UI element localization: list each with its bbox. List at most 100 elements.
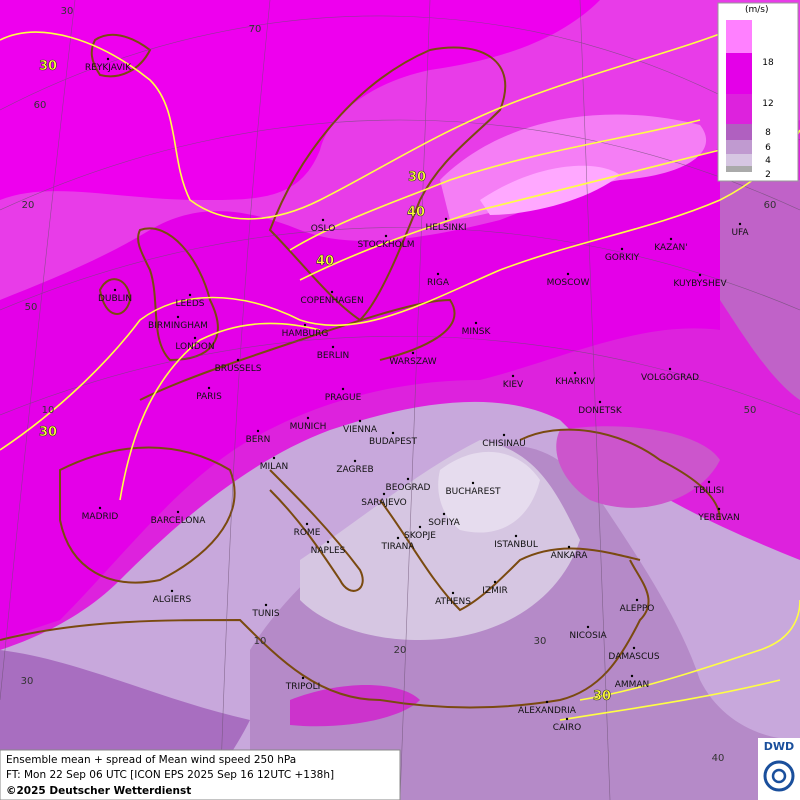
city-dot — [264, 603, 268, 607]
city-dot — [573, 371, 577, 375]
city-dot — [382, 492, 386, 496]
city-label: NAPLES — [311, 546, 346, 556]
city-label: BIRMINGHAM — [148, 321, 208, 331]
graticule-label: 70 — [249, 24, 262, 35]
city-label: ZAGREB — [336, 465, 373, 475]
city-label: SARAJEVO — [361, 498, 407, 508]
city-label: OSLO — [311, 224, 336, 234]
isotach-label: 30 — [593, 689, 611, 704]
city-label: MADRID — [82, 512, 119, 522]
graticule-label: 30 — [21, 676, 34, 687]
city-dot — [620, 247, 624, 251]
city-label: LEEDS — [175, 299, 204, 309]
graticule-label: 40 — [712, 753, 725, 764]
city-dot — [303, 323, 307, 327]
city-dot — [493, 580, 497, 584]
graticule-label: 50 — [744, 405, 757, 416]
city-label: BUCHAREST — [445, 487, 501, 497]
city-dot — [301, 676, 305, 680]
legend: (m/s) 18 12 8 6 4 2 — [717, 2, 799, 182]
city-dot — [698, 273, 702, 277]
city-label: KIEV — [503, 380, 524, 390]
city-dot — [632, 646, 636, 650]
city-dot — [451, 591, 455, 595]
city-label: PARIS — [196, 392, 222, 402]
legend-tick-label: 2 — [765, 170, 771, 180]
city-dot — [630, 674, 634, 678]
city-dot — [326, 540, 330, 544]
city-label: BERN — [246, 435, 271, 445]
isotachs — [0, 29, 800, 721]
city-label: TIRANA — [380, 542, 415, 552]
footer-line: ©2025 Deutscher Wetterdienst — [6, 785, 191, 797]
city-label: COPENHAGEN — [300, 296, 363, 306]
legend-tick-label: 4 — [765, 156, 771, 166]
isotach-label: 30 — [39, 425, 57, 440]
labels: REYKJAVIK OSLO STOCKHOLM HELSINKI RIGA MOSCOW… — [21, 6, 777, 764]
city-dot — [471, 481, 475, 485]
city-dot — [176, 315, 180, 319]
city-label: GORKIY — [605, 253, 640, 263]
city-dot — [396, 536, 400, 540]
isotach-label: 30 — [408, 170, 426, 185]
coastlines — [0, 33, 721, 709]
city-label: ISTANBUL — [494, 540, 538, 550]
footer-line: Ensemble mean + spread of Mean wind spee… — [6, 754, 296, 766]
city-dot — [188, 293, 192, 297]
city-dot — [353, 459, 357, 463]
city-dot — [321, 218, 325, 222]
footer: Ensemble mean + spread of Mean wind spee… — [0, 749, 401, 800]
city-label: MOSCOW — [547, 278, 590, 288]
city-dot — [717, 507, 721, 511]
city-dot — [442, 512, 446, 516]
city-label: DONETSK — [578, 406, 623, 416]
city-dot — [411, 351, 415, 355]
city-label: DUBLIN — [98, 294, 132, 304]
legend-tick-label: 18 — [762, 58, 774, 68]
city-dot — [418, 525, 422, 529]
city-label: MILAN — [260, 462, 289, 472]
city-dot — [305, 522, 309, 526]
city-dot — [207, 386, 211, 390]
city-dot — [444, 217, 448, 221]
city-dot — [436, 272, 440, 276]
city-dot — [341, 387, 345, 391]
city-dot — [668, 367, 672, 371]
city-label: BUDAPEST — [369, 437, 418, 447]
city-dot — [98, 506, 102, 510]
city-label: BRUSSELS — [215, 364, 262, 374]
city-dot — [391, 431, 395, 435]
city-dot — [384, 234, 388, 238]
city-dot — [193, 336, 197, 340]
city-label: MUNICH — [290, 422, 327, 432]
city-label: KAZAN' — [654, 243, 687, 253]
city-label: MINSK — [462, 327, 492, 337]
city-dot — [331, 345, 335, 349]
legend-tick-label: 12 — [762, 99, 773, 109]
city-dot — [738, 222, 742, 226]
city-label: LONDON — [175, 342, 214, 352]
city-label: DAMASCUS — [608, 652, 659, 662]
city-label: TRIPOLI — [285, 682, 321, 692]
city-dot — [113, 288, 117, 292]
city-label: UFA — [731, 228, 749, 238]
city-label: ANKARA — [551, 551, 589, 561]
logo-text: DWD — [764, 740, 794, 753]
city-label: ALEXANDRIA — [518, 706, 577, 716]
city-label: ALGIERS — [153, 595, 192, 605]
city-label: TBILISI — [693, 486, 724, 496]
city-dot — [635, 598, 639, 602]
isotach-label: 40 — [407, 205, 425, 220]
graticule-label: 20 — [394, 645, 407, 656]
city-dot — [272, 456, 276, 460]
city-dot — [707, 480, 711, 484]
graticule-label: 60 — [34, 100, 47, 111]
legend-tick-label: 6 — [765, 143, 771, 153]
city-label: VIENNA — [343, 425, 378, 435]
city-label: KUYBYSHEV — [673, 279, 727, 289]
city-dot — [236, 358, 240, 362]
city-label: BEOGRAD — [386, 483, 431, 493]
city-label: TUNIS — [251, 609, 279, 619]
graticule-label: 60 — [764, 200, 777, 211]
city-label: REYKJAVIK — [85, 63, 132, 73]
